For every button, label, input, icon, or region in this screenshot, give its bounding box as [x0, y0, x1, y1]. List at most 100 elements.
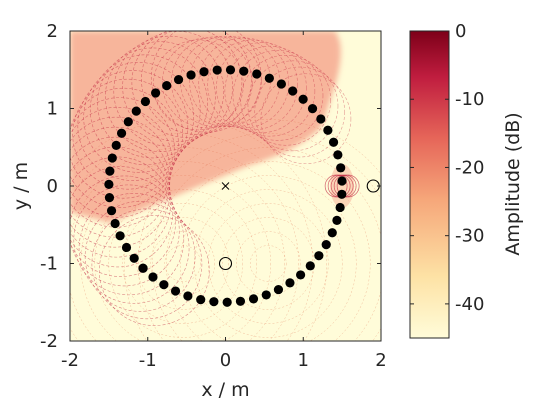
- secondary-source-point: [138, 263, 148, 273]
- loud-ring-pattern: [70, 31, 352, 326]
- loud-wave-ring: [70, 166, 176, 277]
- secondary-source-point: [276, 79, 286, 89]
- secondary-source-point: [173, 74, 184, 85]
- loud-wave-ring: [232, 50, 324, 141]
- loud-wave-ring: [91, 208, 203, 320]
- virtual-source-point: [218, 256, 233, 271]
- secondary-source-point: [110, 218, 120, 229]
- loud-wave-ring: [224, 45, 316, 137]
- loud-wave-ring: [97, 47, 208, 159]
- secondary-source-point: [222, 297, 232, 307]
- secondary-source-point: [196, 294, 206, 305]
- secondary-source-point: [104, 193, 115, 203]
- secondary-source-point: [323, 125, 333, 135]
- quiet-wave-ring: [150, 231, 215, 296]
- secondary-source-point: [314, 251, 324, 261]
- x-tick-label: 2: [375, 350, 386, 371]
- loud-wave-ring: [153, 39, 244, 131]
- secondary-source-point: [151, 88, 161, 98]
- colorbar-ticks: 0 -10 -20 -30 -40: [410, 21, 484, 315]
- secondary-source-point: [186, 70, 196, 80]
- loud-wave-ring: [98, 215, 210, 326]
- loud-wave-ring: [70, 146, 172, 258]
- quiet-wave-ring: [152, 147, 381, 341]
- secondary-source-point: [209, 297, 219, 307]
- reference-point-marker: [221, 182, 230, 190]
- secondary-source-point: [104, 179, 114, 189]
- quiet-wave-ring: [94, 175, 271, 341]
- quiet-wave-ring: [222, 217, 315, 310]
- secondary-source-point: [288, 86, 298, 96]
- secondary-source-point: [252, 69, 262, 79]
- colorbar-tick-label: 0: [455, 21, 466, 42]
- quiet-wave-ring: [122, 203, 243, 324]
- secondary-source-point: [225, 65, 236, 75]
- quiet-wave-ring: [166, 161, 371, 341]
- secondary-source-point: [106, 206, 117, 216]
- loud-wave-ring: [70, 136, 171, 248]
- quiet-ring-pattern: [70, 119, 381, 341]
- x-tick-label: 0: [220, 350, 231, 371]
- secondary-source-point: [335, 202, 345, 213]
- loud-wave-ring: [161, 37, 253, 129]
- quiet-wave-ring: [164, 245, 201, 282]
- x-axis-label: x / m: [201, 379, 249, 401]
- y-tick-label: 1: [47, 99, 58, 120]
- y-tick-label: 0: [47, 176, 58, 197]
- secondary-source-point: [261, 290, 271, 300]
- focus-wave-ring: [336, 174, 360, 198]
- loud-wave-ring: [122, 31, 233, 142]
- loud-wave-ring: [83, 62, 194, 173]
- secondary-source-point: [298, 94, 308, 104]
- colorbar-tick-label: -20: [455, 157, 484, 178]
- loud-wave-ring: [240, 54, 332, 146]
- secondary-source-point: [316, 114, 326, 124]
- quiet-wave-ring: [124, 119, 381, 341]
- loud-wave-ring: [131, 31, 243, 138]
- colorbar-tick-label: -30: [455, 226, 484, 247]
- secondary-source-point: [337, 176, 347, 186]
- secondary-source-point: [199, 67, 209, 77]
- colorbar-tick-label: -40: [455, 294, 484, 315]
- loud-wave-ring: [247, 60, 339, 152]
- secondary-source-point: [129, 253, 139, 263]
- y-tick-label: -2: [40, 331, 58, 352]
- secondary-source-point: [333, 150, 343, 160]
- quiet-wave-ring: [236, 231, 301, 296]
- loud-wave-ring: [260, 73, 352, 165]
- secondary-source-point: [183, 291, 193, 301]
- secondary-source-point: [264, 73, 274, 83]
- secondary-source-point: [307, 104, 318, 114]
- quiet-wave-ring: [250, 245, 287, 282]
- quiet-wave-ring: [70, 119, 327, 341]
- secondary-source-point: [305, 261, 315, 271]
- loud-wave-ring: [70, 175, 180, 287]
- colorbar: [409, 30, 450, 339]
- loud-wave-ring: [141, 31, 252, 135]
- loud-wave-ring: [207, 39, 298, 131]
- secondary-source-point: [159, 280, 169, 290]
- secondary-source-point: [321, 240, 331, 250]
- secondary-source-point: [273, 284, 284, 295]
- loud-wave-ring: [78, 193, 190, 304]
- secondary-source-point: [116, 128, 127, 138]
- x-tick-label: -1: [139, 350, 157, 371]
- quiet-wave-ring: [180, 175, 357, 341]
- reference-cross-stroke: [221, 182, 230, 190]
- quiet-wave-ring: [70, 147, 299, 341]
- quiet-wave-ring: [108, 189, 257, 338]
- colorbar-label: Amplitude (dB): [502, 112, 524, 255]
- loud-wave-ring: [89, 54, 201, 166]
- loud-wave-ring: [171, 36, 262, 128]
- secondary-source-point: [148, 272, 158, 282]
- colorbar-tick-label: -10: [455, 89, 484, 110]
- loud-wave-ring: [70, 87, 179, 199]
- secondary-source-point: [107, 153, 117, 163]
- loud-wave-ring: [198, 37, 290, 129]
- quiet-wave-ring: [80, 161, 285, 341]
- secondary-source-point: [115, 231, 125, 241]
- loud-wave-ring: [70, 97, 176, 208]
- quiet-wave-ring: [194, 189, 343, 338]
- loud-wave-ring: [254, 66, 346, 158]
